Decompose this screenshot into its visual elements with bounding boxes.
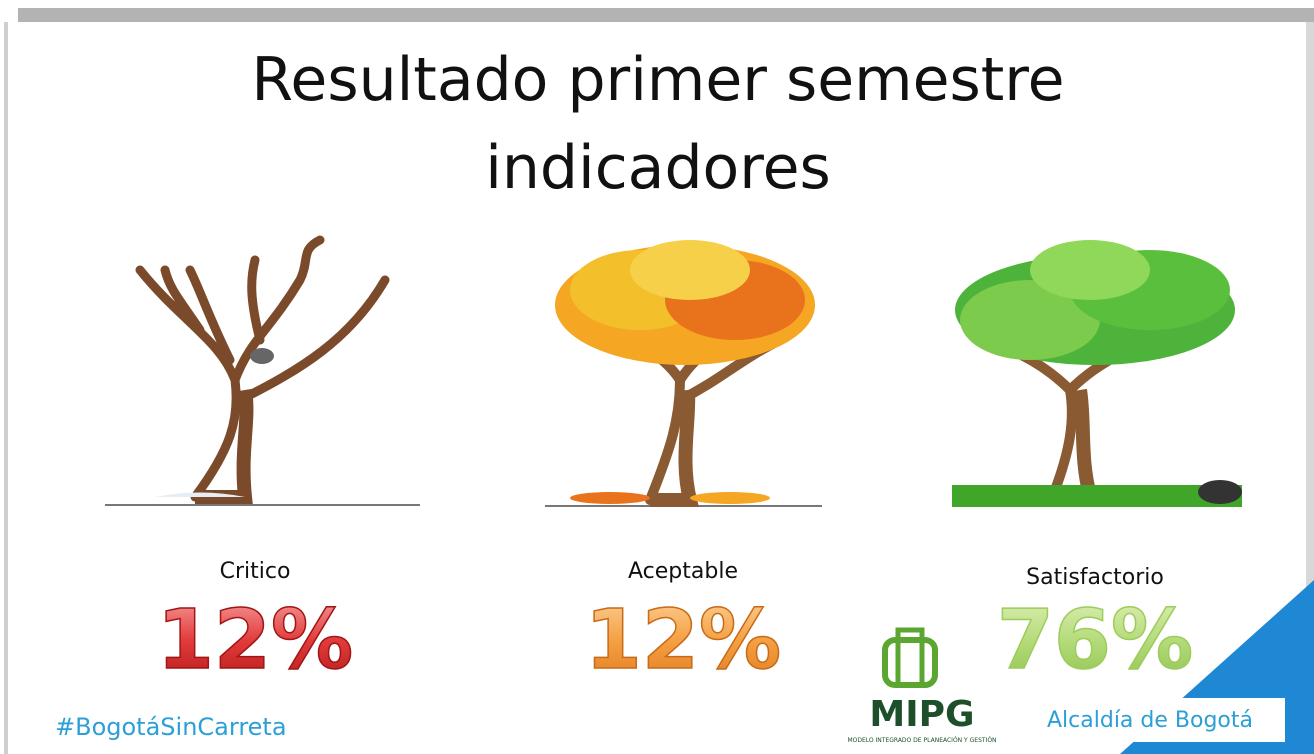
item-label: Critico <box>220 559 291 584</box>
item-value: 12% <box>157 593 353 688</box>
item-value: 76% <box>997 593 1193 688</box>
title-line: Resultado primer semestre <box>251 45 1064 115</box>
top-border <box>18 8 1314 22</box>
slide: Resultado primer semestre indicadores Cr… <box>0 0 1314 754</box>
item-label: Satisfactorio <box>1026 565 1164 590</box>
item-value: 12% <box>585 593 781 688</box>
title-line: indicadores <box>485 133 831 203</box>
hashtag: #BogotáSinCarreta <box>55 713 287 741</box>
page: Resultado primer semestre indicadores Cr… <box>0 0 1314 754</box>
item-label: Aceptable <box>628 559 738 584</box>
logo: MIPG <box>869 694 974 735</box>
logo-subtitle: MODELO INTEGRADO DE PLANEACIÓN Y GESTIÓN <box>847 737 996 744</box>
brand: Alcaldía de Bogotá <box>1047 708 1253 733</box>
left-border <box>4 22 8 754</box>
